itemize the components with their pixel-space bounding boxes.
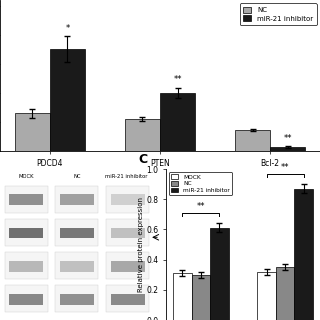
Bar (4, 285, 48, 312)
Text: miR-21 inhibitor: miR-21 inhibitor (105, 173, 148, 179)
Text: **: ** (281, 163, 290, 172)
Y-axis label: Relative protein expression: Relative protein expression (138, 197, 144, 292)
Bar (192, 275, 210, 320)
Bar (210, 228, 229, 320)
Bar (9, 228, 43, 238)
Bar (106, 285, 149, 312)
Bar (55, 186, 99, 213)
Legend: NC, miR-21 inhibitor: NC, miR-21 inhibitor (240, 4, 316, 25)
Text: MOCK: MOCK (19, 173, 34, 179)
Text: NC: NC (73, 173, 81, 179)
Bar (111, 195, 145, 205)
Bar (106, 186, 149, 213)
Bar (160, 93, 195, 151)
Bar (55, 252, 99, 279)
Text: **: ** (197, 202, 205, 211)
Bar (4, 219, 48, 246)
Text: C: C (139, 153, 148, 166)
Bar (106, 252, 149, 279)
Bar (55, 219, 99, 246)
Bar (50, 49, 85, 151)
Bar (111, 294, 145, 305)
Bar (270, 147, 306, 151)
Legend: MOCK, NC, miR-21 inhibitor: MOCK, NC, miR-21 inhibitor (169, 172, 232, 195)
Bar (4, 252, 48, 279)
Bar (9, 294, 43, 305)
Bar (55, 285, 99, 312)
Text: *: * (65, 24, 69, 33)
Bar (294, 189, 313, 320)
Bar (60, 228, 94, 238)
Bar (60, 294, 94, 305)
Bar (235, 130, 270, 151)
Bar (9, 195, 43, 205)
Text: **: ** (173, 75, 182, 84)
Bar (14, 113, 50, 151)
Bar (173, 273, 192, 320)
Bar (111, 261, 145, 272)
Bar (111, 228, 145, 238)
Bar (60, 195, 94, 205)
Bar (257, 272, 276, 320)
Bar (106, 219, 149, 246)
Text: **: ** (284, 134, 292, 143)
Bar (60, 261, 94, 272)
Bar (276, 267, 294, 320)
Bar (125, 119, 160, 151)
Bar (4, 186, 48, 213)
Bar (9, 261, 43, 272)
